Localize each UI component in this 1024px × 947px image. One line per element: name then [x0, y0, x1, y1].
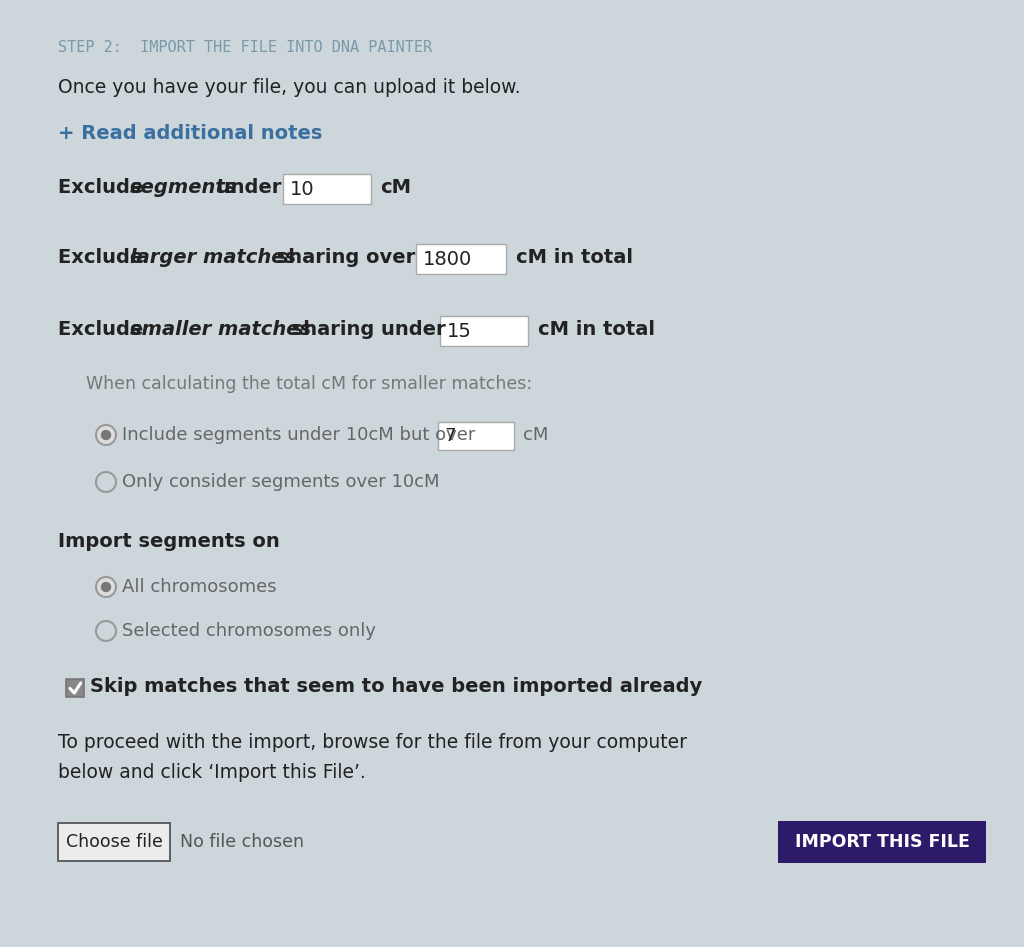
Circle shape — [96, 577, 116, 597]
Text: cM: cM — [380, 178, 411, 197]
Text: Include segments under 10cM but over: Include segments under 10cM but over — [122, 426, 481, 444]
Circle shape — [96, 425, 116, 445]
Text: No file chosen: No file chosen — [180, 833, 304, 851]
Text: cM in total: cM in total — [516, 248, 633, 267]
Text: Exclude: Exclude — [58, 178, 150, 197]
FancyBboxPatch shape — [416, 244, 506, 274]
Text: 7: 7 — [445, 427, 457, 445]
Text: below and click ‘Import this File’.: below and click ‘Import this File’. — [58, 763, 366, 782]
Text: sharing under: sharing under — [285, 320, 453, 339]
Text: STEP 2:  IMPORT THE FILE INTO DNA PAINTER: STEP 2: IMPORT THE FILE INTO DNA PAINTER — [58, 40, 432, 55]
Text: To proceed with the import, browse for the file from your computer: To proceed with the import, browse for t… — [58, 733, 687, 752]
Text: 1800: 1800 — [423, 249, 472, 269]
Text: When calculating the total cM for smaller matches:: When calculating the total cM for smalle… — [86, 375, 532, 393]
Text: + Read additional notes: + Read additional notes — [58, 124, 323, 143]
Text: 15: 15 — [447, 321, 472, 341]
Text: sharing over: sharing over — [270, 248, 422, 267]
Circle shape — [100, 581, 112, 592]
FancyBboxPatch shape — [440, 316, 528, 346]
Text: cM in total: cM in total — [538, 320, 655, 339]
Text: segments: segments — [130, 178, 238, 197]
Text: All chromosomes: All chromosomes — [122, 578, 276, 596]
Text: Only consider segments over 10cM: Only consider segments over 10cM — [122, 473, 439, 491]
FancyBboxPatch shape — [438, 422, 514, 450]
Text: Skip matches that seem to have been imported already: Skip matches that seem to have been impo… — [90, 677, 702, 696]
FancyBboxPatch shape — [66, 679, 84, 697]
Text: Choose file: Choose file — [66, 833, 163, 851]
Text: under: under — [210, 178, 288, 197]
Text: larger matches: larger matches — [130, 248, 296, 267]
Text: Import segments on: Import segments on — [58, 532, 280, 551]
FancyBboxPatch shape — [58, 823, 170, 861]
Text: cM: cM — [523, 426, 549, 444]
Text: IMPORT THIS FILE: IMPORT THIS FILE — [795, 833, 970, 851]
Text: smaller matches: smaller matches — [130, 320, 311, 339]
Text: Exclude: Exclude — [58, 248, 150, 267]
Text: 10: 10 — [290, 180, 314, 199]
FancyBboxPatch shape — [778, 821, 986, 863]
Text: Once you have your file, you can upload it below.: Once you have your file, you can upload … — [58, 78, 520, 97]
Circle shape — [100, 430, 112, 440]
Text: Exclude: Exclude — [58, 320, 150, 339]
FancyBboxPatch shape — [283, 174, 371, 204]
Text: Selected chromosomes only: Selected chromosomes only — [122, 622, 376, 640]
